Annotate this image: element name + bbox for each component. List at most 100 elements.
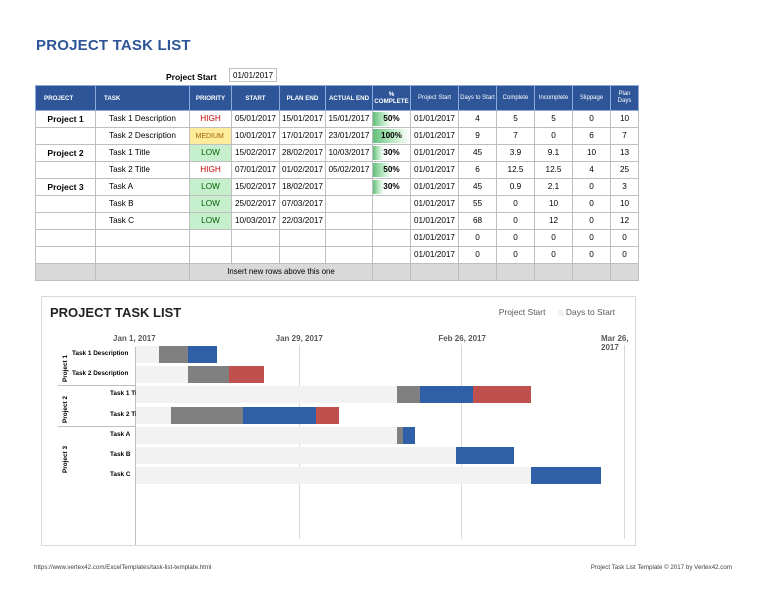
cell-incomplete[interactable]: 2.1 [534,178,573,196]
cell-project[interactable]: Project 1 [35,110,96,128]
cell-plan-days[interactable]: 10 [610,110,639,128]
cell-start[interactable] [231,229,280,247]
cell-project-start[interactable]: 01/01/2017 [410,212,459,230]
cell-plan-days[interactable]: 12 [610,212,639,230]
cell-pct[interactable]: 50% [372,110,411,128]
cell-days-to-start[interactable]: 0 [458,229,497,247]
cell-task[interactable]: Task A [95,178,190,196]
cell-plan-end[interactable]: 28/02/2017 [279,144,326,162]
cell-project-start[interactable]: 01/01/2017 [410,195,459,213]
cell-priority[interactable]: LOW [189,178,232,196]
cell-plan-end[interactable]: 15/01/2017 [279,110,326,128]
cell-project[interactable] [35,127,96,145]
cell-project[interactable] [35,212,96,230]
cell-plan-days[interactable]: 7 [610,127,639,145]
cell-start[interactable]: 15/02/2017 [231,144,280,162]
cell-project-start[interactable]: 01/01/2017 [410,110,459,128]
cell-project-start[interactable]: 01/01/2017 [410,161,459,179]
cell-slippage[interactable]: 4 [572,161,611,179]
cell-complete[interactable]: 7 [496,127,535,145]
col-header-project-start[interactable]: Project Start [410,85,459,111]
cell-task[interactable]: Task 2 Description [95,127,190,145]
cell-pct[interactable]: 50% [372,161,411,179]
cell-pct[interactable] [372,229,411,247]
footer-url[interactable]: https://www.vertex42.com/ExcelTemplates/… [34,564,212,571]
col-header-task[interactable]: TASK [95,85,190,111]
cell-project[interactable] [35,246,96,264]
cell-slippage[interactable]: 0 [572,246,611,264]
col-header-project[interactable]: PROJECT [35,85,96,111]
cell-task[interactable] [95,229,190,247]
cell-complete[interactable]: 12.5 [496,161,535,179]
cell-days-to-start[interactable]: 4 [458,110,497,128]
cell-incomplete[interactable]: 5 [534,110,573,128]
cell-plan-days[interactable]: 10 [610,195,639,213]
cell-days-to-start[interactable]: 45 [458,144,497,162]
cell-complete[interactable]: 0 [496,246,535,264]
cell-priority[interactable]: LOW [189,212,232,230]
cell-complete[interactable]: 5 [496,110,535,128]
col-header-days-to-start[interactable]: Days to Start [458,85,497,111]
project-start-input[interactable]: 01/01/2017 [229,68,277,82]
cell-project-start[interactable]: 01/01/2017 [410,229,459,247]
cell-start[interactable]: 15/02/2017 [231,178,280,196]
cell-incomplete[interactable]: 9.1 [534,144,573,162]
cell-plan-end[interactable]: 17/01/2017 [279,127,326,145]
cell-priority[interactable]: HIGH [189,161,232,179]
col-header-actual-end[interactable]: ACTUAL END [325,85,373,111]
cell-plan-days[interactable]: 13 [610,144,639,162]
cell-incomplete[interactable]: 0 [534,229,573,247]
cell-actual-end[interactable] [325,229,373,247]
cell-plan-end[interactable]: 07/03/2017 [279,195,326,213]
cell-slippage[interactable]: 0 [572,178,611,196]
cell-incomplete[interactable]: 10 [534,195,573,213]
cell-actual-end[interactable] [325,212,373,230]
col-header-plan-end[interactable]: PLAN END [279,85,326,111]
cell-slippage[interactable]: 10 [572,144,611,162]
cell-task[interactable] [95,246,190,264]
cell-days-to-start[interactable]: 0 [458,246,497,264]
cell-days-to-start[interactable]: 6 [458,161,497,179]
cell-actual-end[interactable]: 05/02/2017 [325,161,373,179]
col-header-priority[interactable]: PRIORITY [189,85,232,111]
cell-project-start[interactable]: 01/01/2017 [410,178,459,196]
cell-days-to-start[interactable]: 45 [458,178,497,196]
cell-priority[interactable]: HIGH [189,110,232,128]
cell-slippage[interactable]: 0 [572,195,611,213]
cell-slippage[interactable]: 0 [572,110,611,128]
cell-plan-days[interactable]: 0 [610,229,639,247]
cell-project[interactable]: Project 3 [35,178,96,196]
cell-slippage[interactable]: 0 [572,212,611,230]
col-header-start[interactable]: START [231,85,280,111]
cell-priority[interactable]: LOW [189,144,232,162]
cell-project-start[interactable]: 01/01/2017 [410,127,459,145]
cell-priority[interactable] [189,246,232,264]
cell-priority[interactable] [189,229,232,247]
cell-plan-days[interactable]: 3 [610,178,639,196]
cell-days-to-start[interactable]: 68 [458,212,497,230]
cell-actual-end[interactable]: 15/01/2017 [325,110,373,128]
cell-pct[interactable] [372,212,411,230]
cell-complete[interactable]: 0 [496,212,535,230]
cell-complete[interactable]: 3.9 [496,144,535,162]
cell-start[interactable]: 07/01/2017 [231,161,280,179]
col-header-complete[interactable]: Complete [496,85,535,111]
cell-start[interactable]: 10/03/2017 [231,212,280,230]
cell-actual-end[interactable] [325,195,373,213]
cell-project[interactable] [35,161,96,179]
cell-pct[interactable] [372,195,411,213]
cell-project[interactable] [35,229,96,247]
col-header-incomplete[interactable]: Incomplete [534,85,573,111]
cell-project[interactable] [35,195,96,213]
cell-project-start[interactable]: 01/01/2017 [410,246,459,264]
cell-start[interactable] [231,246,280,264]
cell-days-to-start[interactable]: 9 [458,127,497,145]
cell-task[interactable]: Task B [95,195,190,213]
cell-start[interactable]: 05/01/2017 [231,110,280,128]
cell-task[interactable]: Task C [95,212,190,230]
cell-incomplete[interactable]: 0 [534,246,573,264]
cell-days-to-start[interactable]: 55 [458,195,497,213]
cell-task[interactable]: Task 2 Title [95,161,190,179]
cell-actual-end[interactable]: 10/03/2017 [325,144,373,162]
cell-complete[interactable]: 0 [496,195,535,213]
